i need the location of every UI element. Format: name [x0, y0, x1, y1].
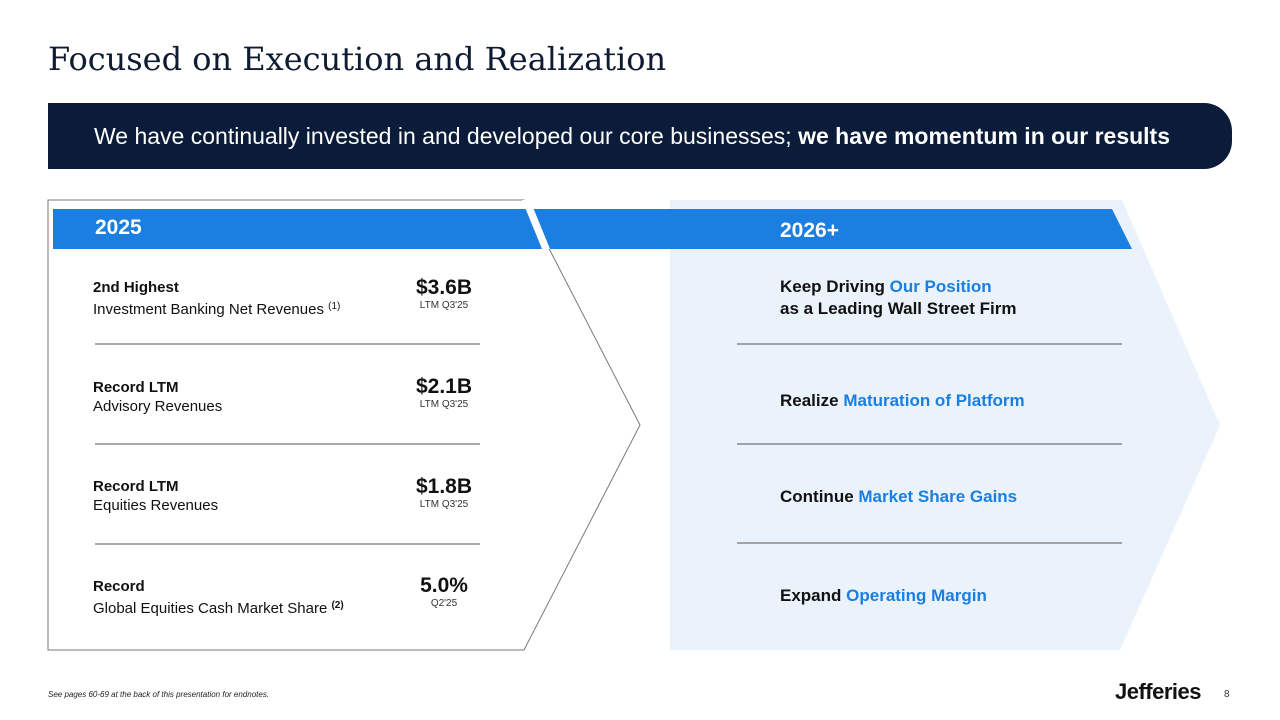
goal-highlight: Operating Margin [846, 586, 987, 605]
metric: $1.8B LTM Q3'25 [384, 475, 504, 511]
row-label: Record LTM Advisory Revenues [93, 378, 222, 416]
row-title: 2nd Highest [93, 279, 179, 296]
banner-text: We have continually invested in and deve… [94, 122, 792, 149]
endnote-reference: See pages 60-69 at the back of this pres… [48, 690, 270, 699]
goal-item: Keep Driving Our Position as a Leading W… [780, 276, 1017, 320]
goal-prefix: Expand [780, 586, 842, 605]
page-title: Focused on Execution and Realization [48, 40, 667, 78]
timeline-blue-bar [53, 209, 1132, 249]
goal-prefix: Keep Driving [780, 277, 885, 296]
year-2026-label: 2026+ [780, 219, 839, 242]
goal-item: Realize Maturation of Platform [780, 390, 1025, 412]
row-subtitle: Investment Banking Net Revenues (1) [93, 301, 341, 318]
goal-prefix: Continue [780, 487, 854, 506]
footnote-ref: (1) [328, 301, 341, 312]
footnote-ref: (2) [331, 600, 344, 611]
page-number: 8 [1224, 689, 1230, 700]
row-subtitle: Advisory Revenues [93, 398, 223, 415]
row-title: Record LTM [93, 478, 179, 495]
current-chevron-outline [47, 199, 641, 651]
row-label: Record Global Equities Cash Market Share… [93, 577, 344, 618]
goal-highlight: Maturation of Platform [843, 391, 1025, 410]
metric-period: LTM Q3'25 [419, 499, 469, 510]
goal-prefix: Realize [780, 391, 839, 410]
metric-period: Q2'25 [430, 598, 458, 609]
metric-value: 5.0% [420, 574, 468, 597]
metric: $2.1B LTM Q3'25 [384, 375, 504, 411]
metric-value: $3.6B [415, 276, 473, 299]
jefferies-logo: Jefferies [1115, 679, 1202, 704]
chevron-gap [522, 200, 550, 249]
row-label: 2nd Highest Investment Banking Net Reven… [93, 278, 340, 319]
banner-text-bold: we have momentum in our results [798, 122, 1170, 149]
year-2025-label: 2025 [95, 216, 142, 239]
goal-suffix: as a Leading Wall Street Firm [780, 299, 1017, 318]
metric-value: $2.1B [415, 375, 473, 398]
goal-highlight: Market Share Gains [858, 487, 1018, 506]
row-subtitle: Global Equities Cash Market Share (2) [93, 600, 344, 617]
row-title: Record LTM [93, 379, 179, 396]
row-subtitle: Equities Revenues [93, 497, 219, 514]
metric: $3.6B LTM Q3'25 [384, 276, 504, 312]
goal-item: Expand Operating Margin [780, 585, 987, 607]
metric-period: LTM Q3'25 [419, 300, 469, 311]
row-title: Record [93, 578, 145, 595]
metric-value: $1.8B [415, 475, 473, 498]
metric: 5.0% Q2'25 [384, 574, 504, 610]
future-chevron-panel [670, 200, 1220, 650]
goal-item: Continue Market Share Gains [780, 486, 1017, 508]
row-label: Record LTM Equities Revenues [93, 477, 218, 515]
key-message-banner: We have continually invested in and deve… [48, 103, 1232, 169]
goal-highlight: Our Position [889, 277, 992, 296]
metric-period: LTM Q3'25 [419, 399, 469, 410]
